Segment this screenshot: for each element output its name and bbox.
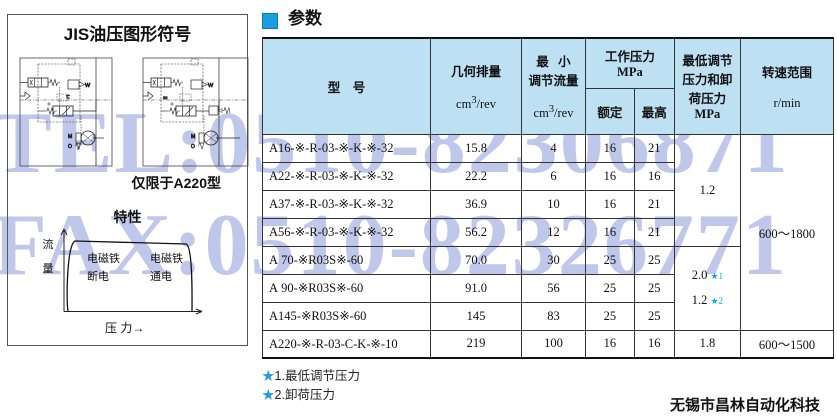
svg-text:断电: 断电 [87,269,109,283]
svg-text:压 力→: 压 力→ [105,321,144,335]
svg-text:电磁铁: 电磁铁 [87,252,120,265]
svg-text:流: 流 [43,237,54,251]
svg-text:通电: 通电 [150,270,172,283]
svg-text:电磁铁: 电磁铁 [150,252,183,265]
svg-text:量: 量 [43,262,54,275]
